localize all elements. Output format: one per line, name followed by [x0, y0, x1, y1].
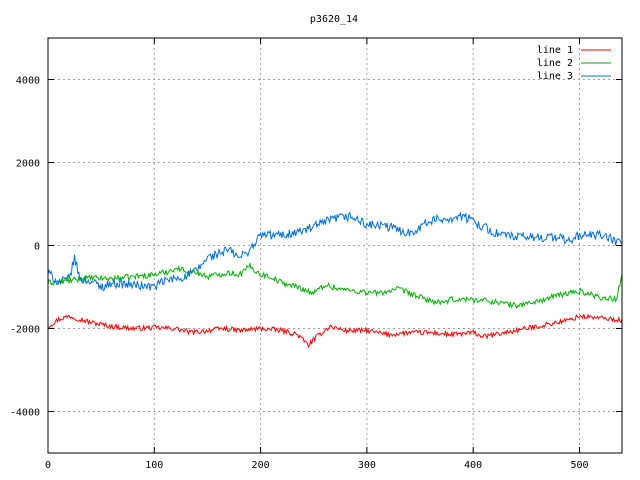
chart-title: p3620_14	[310, 14, 358, 25]
x-tick-label: 0	[45, 460, 51, 471]
series-layer	[47, 211, 623, 348]
series-line-2	[47, 261, 623, 310]
grid-lines	[48, 38, 622, 453]
x-tick-label: 500	[570, 460, 588, 471]
y-tick-label: -4000	[10, 408, 40, 419]
legend: line 1 line 2 line 3	[537, 45, 611, 82]
x-tick-label: 100	[145, 460, 163, 471]
x-tick-label: 300	[358, 460, 376, 471]
legend-label-3: line 3	[537, 71, 573, 82]
axis-ticks: 0 100 200 300 400 500 -4000 -2000 0 2000 4000	[10, 38, 622, 471]
y-tick-label: 0	[34, 242, 40, 253]
y-tick-label: 4000	[16, 76, 40, 87]
x-tick-label: 200	[252, 460, 270, 471]
y-tick-label: 2000	[16, 159, 40, 170]
y-tick-label: -2000	[10, 325, 40, 336]
legend-label-1: line 1	[537, 45, 573, 56]
series-line-1	[47, 313, 623, 348]
x-tick-label: 400	[464, 460, 482, 471]
series-line-3	[47, 211, 623, 292]
legend-label-2: line 2	[537, 58, 573, 69]
